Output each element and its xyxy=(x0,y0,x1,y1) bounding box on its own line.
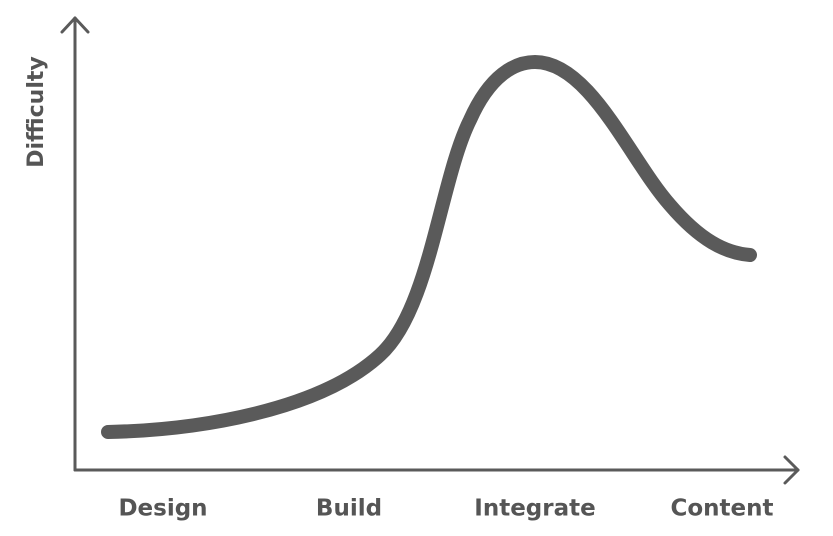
stage-label: Integrate xyxy=(474,496,595,522)
stage-label: Design xyxy=(118,496,207,522)
y-axis-arrow xyxy=(60,16,90,34)
y-axis-label: Difficulty xyxy=(24,56,49,167)
stage-label: Content xyxy=(670,496,773,522)
difficulty-curve xyxy=(101,54,757,439)
stage-label: Build xyxy=(316,496,382,522)
x-axis-arrow xyxy=(783,455,800,485)
